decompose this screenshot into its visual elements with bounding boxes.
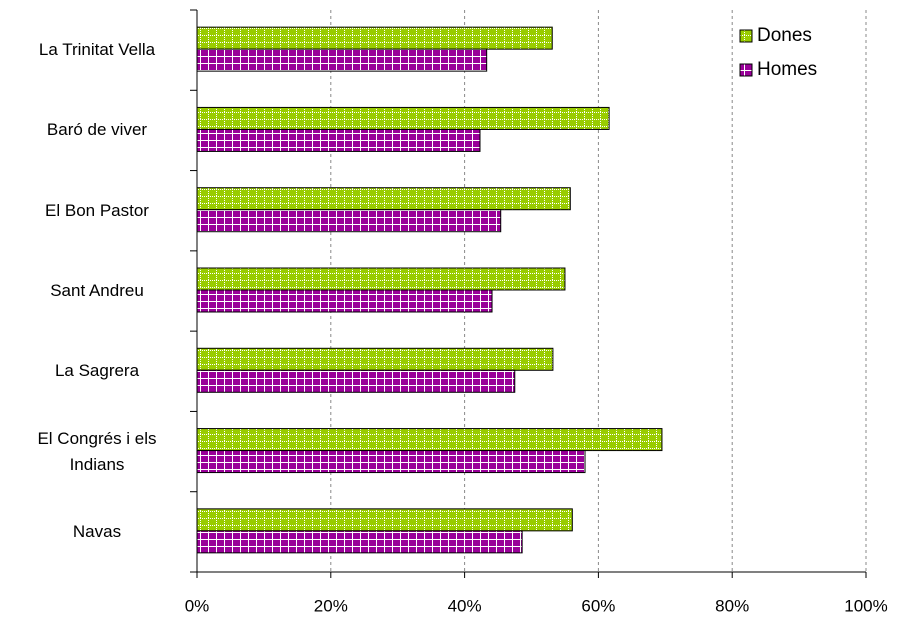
legend-label: Homes: [757, 59, 817, 80]
y-tick-label: La Sagrera: [54, 361, 140, 381]
bar: [196, 209, 502, 233]
bar: [196, 289, 493, 313]
bar: [196, 267, 566, 291]
bar: [196, 508, 573, 532]
legend-swatch: [739, 29, 753, 43]
bar: [196, 530, 523, 554]
y-tick-label: Sant Andreu: [50, 281, 144, 300]
x-tick-label: 100%: [844, 596, 887, 615]
y-tick-label: El Bon Pastor: [45, 200, 149, 220]
legend-label: Dones: [757, 25, 812, 46]
bar: [196, 187, 571, 211]
bar: [196, 48, 488, 72]
bar: [196, 369, 516, 393]
y-tick-label: El Congrés i els Indians: [37, 428, 157, 474]
bar: [196, 450, 586, 474]
bar: [196, 128, 481, 152]
legend-swatch: [739, 63, 753, 77]
y-tick-label: Navas: [72, 521, 122, 541]
bar: [196, 106, 610, 130]
x-tick-label: 0%: [185, 596, 210, 615]
x-tick-label: 60%: [581, 596, 615, 615]
bar: [196, 26, 553, 50]
bar: [196, 347, 554, 371]
x-tick-label: 20%: [314, 596, 348, 615]
y-tick-label: Baró de viver: [46, 120, 148, 140]
x-tick-label: 40%: [448, 596, 482, 615]
x-tick-label: 80%: [715, 596, 749, 615]
y-tick-label: La Trinitat Vella: [38, 40, 156, 60]
bar: [196, 428, 663, 452]
